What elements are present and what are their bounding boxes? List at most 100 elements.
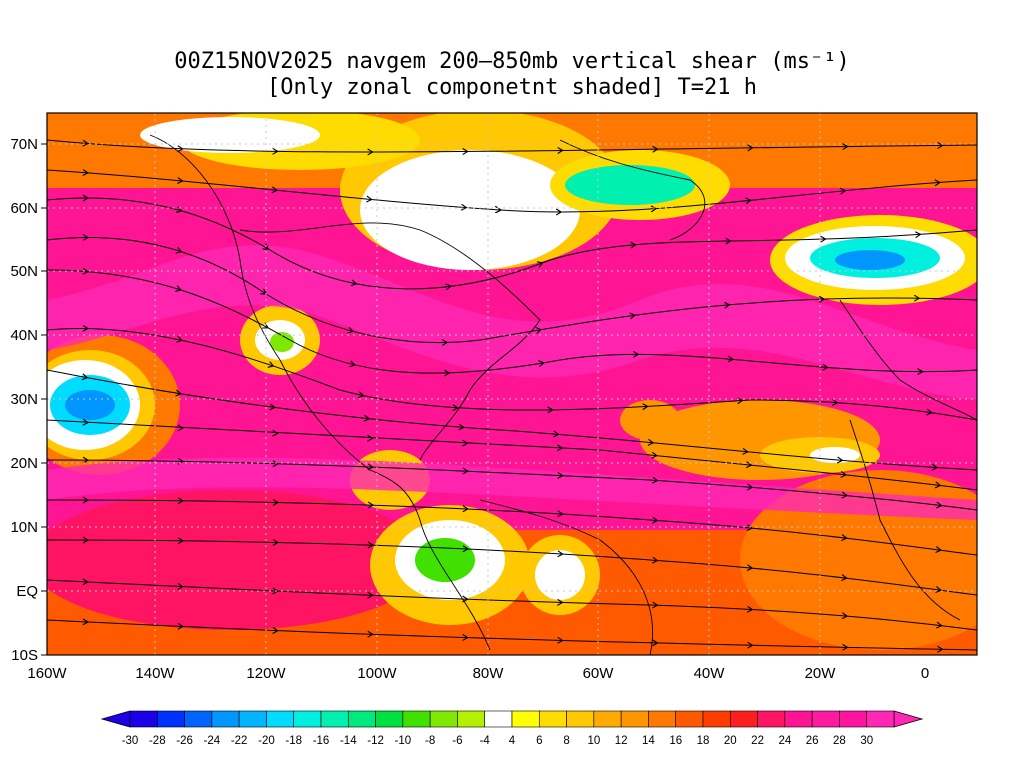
colorbar-box <box>484 710 513 728</box>
streamline-arrow <box>367 148 374 156</box>
colorbar-box <box>648 710 677 728</box>
streamline-arrows <box>81 139 944 653</box>
lon-label-140w: 140W <box>135 665 175 682</box>
streamline-arrow <box>272 627 279 634</box>
colorbar-max-arrow <box>893 710 924 728</box>
lat-label-60n: 60N <box>10 200 38 217</box>
streamline-arrow <box>82 456 90 464</box>
colorbar-label: -18 <box>285 735 302 747</box>
streamline-arrow <box>652 516 659 524</box>
streamline-arrow <box>367 501 375 509</box>
colorbar-box <box>156 710 185 728</box>
streamline-arrow <box>841 491 849 499</box>
streamline-arrow <box>557 510 564 518</box>
colorbar-box <box>538 710 567 728</box>
streamline-arrow <box>632 350 640 358</box>
streamline-arrow <box>836 456 844 464</box>
streamline-arrow <box>536 261 544 268</box>
streamline-arrow <box>462 633 469 641</box>
streamline-arrow <box>935 546 942 554</box>
colorbar-label: -10 <box>395 735 412 747</box>
lon-label-40w: 40W <box>694 665 726 682</box>
streamline-arrow <box>177 424 184 432</box>
streamline-arrow <box>557 636 564 644</box>
streamline-arrow <box>557 147 564 154</box>
colorbar-box <box>293 710 322 728</box>
streamline-arrow <box>82 536 90 544</box>
streamline-arrow <box>82 194 90 202</box>
colorbar-label: 6 <box>536 735 542 747</box>
streamline-arrow <box>177 145 184 153</box>
colorbar-label: -24 <box>204 735 221 747</box>
streamline-arrow <box>177 177 184 185</box>
colorbar-box <box>211 710 240 728</box>
colorbar-label: -14 <box>340 735 357 747</box>
streamline-arrow <box>81 373 89 381</box>
colorbar-label: 18 <box>697 735 710 747</box>
colorbar-label: -8 <box>425 735 435 747</box>
streamline-arrow <box>831 398 839 406</box>
streamline-arrow <box>556 444 564 452</box>
streamline-arrow <box>272 147 279 155</box>
colorbar-label: -22 <box>231 735 248 747</box>
colorbar-box <box>238 710 267 728</box>
streamline-arrow <box>272 460 280 468</box>
streamline-arrow <box>177 582 184 590</box>
colorbar-box <box>620 710 649 728</box>
streamline-arrow <box>460 203 468 211</box>
streamline-arrow <box>82 139 89 147</box>
streamline-arrow <box>747 144 754 152</box>
streamline-arrow <box>462 148 469 156</box>
colorbar-box <box>457 710 486 728</box>
streamline-arrow <box>935 586 942 594</box>
lat-axis: 70N 60N 50N 40N 30N 20N 10N EQ 10S <box>10 136 38 664</box>
streamline-arrow <box>443 369 451 377</box>
streamline-arrow <box>177 622 184 630</box>
streamline-arrow <box>553 430 560 438</box>
streamline-arrow <box>842 143 849 151</box>
map-subtitle: [Only zonal componetnt shaded] T=21 h <box>266 75 758 100</box>
streamline-arrow <box>367 463 374 471</box>
streamline-arrow <box>913 294 921 302</box>
streamline-arrow <box>725 237 732 245</box>
lat-label-eq: EQ <box>16 583 38 600</box>
streamline-arrow <box>441 339 449 347</box>
colorbar-label: 22 <box>751 735 764 747</box>
plot-frame <box>46 112 978 656</box>
streamline-arrow <box>650 205 658 213</box>
colorbar-box <box>129 710 158 728</box>
lat-label-70n: 70N <box>10 136 38 153</box>
colorbar-box <box>811 710 840 728</box>
colorbar-label: -20 <box>258 735 275 747</box>
streamline-arrow <box>461 439 469 447</box>
streamline-arrow <box>841 574 848 582</box>
colorbar-box <box>757 710 786 728</box>
colorbar-label: 20 <box>724 735 737 747</box>
streamline-arrow <box>746 605 754 613</box>
colorbar-label: -12 <box>367 735 384 747</box>
streamline-arrow <box>746 483 754 491</box>
streamline-arrow <box>651 451 658 459</box>
streamline-arrow <box>555 208 563 216</box>
streamline-arrow <box>367 630 374 638</box>
colorbar-label: 26 <box>806 735 819 747</box>
colorbar-box <box>866 710 895 728</box>
streamline-arrow <box>547 406 554 414</box>
colorbar-label: -16 <box>313 735 330 747</box>
streamline-arrow <box>746 524 754 532</box>
streamline-arrow <box>842 643 849 651</box>
streamline-arrow <box>176 335 184 343</box>
colorbar-label: 12 <box>615 735 628 747</box>
streamline-arrow <box>462 595 469 603</box>
streamline-arrow <box>82 418 89 426</box>
colorbar-label: -26 <box>176 735 193 747</box>
colorbar-box <box>702 710 731 728</box>
colorbar-box <box>375 710 404 728</box>
lat-label-10n: 10N <box>10 519 38 536</box>
streamline-arrow <box>272 587 279 595</box>
streamline-arrow <box>363 414 371 422</box>
streamline-arrow <box>723 301 731 309</box>
streamline-arrow <box>350 279 358 287</box>
streamline-arrow <box>839 187 847 195</box>
streamline-arrow <box>642 403 649 411</box>
